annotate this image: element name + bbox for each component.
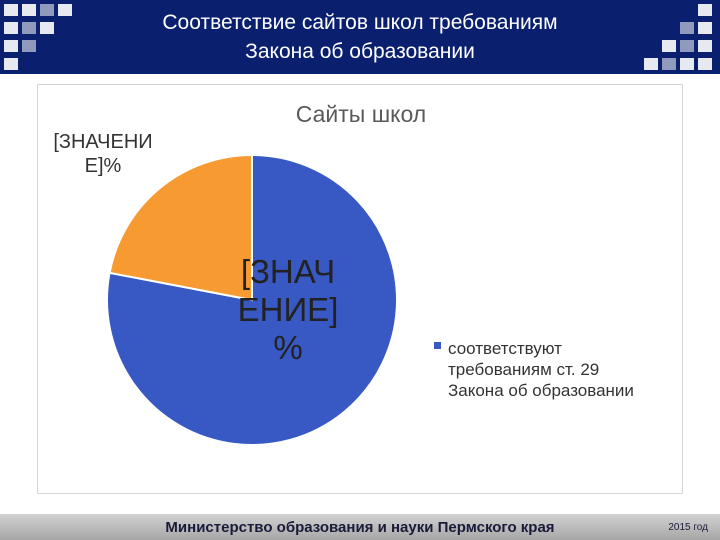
header-decor-square <box>22 4 36 16</box>
header-decor-square <box>698 58 712 70</box>
data-label-blue-line3: % <box>273 329 303 366</box>
header-decor-square <box>22 22 36 34</box>
header-decor-square <box>644 58 658 70</box>
slide-title: Соответствие сайтов школ требованиям Зак… <box>100 8 620 66</box>
data-label-orange-line1: [ЗНАЧЕНИ <box>53 131 153 153</box>
pie-slice-orange <box>108 153 253 302</box>
header-decor-square <box>662 58 676 70</box>
chart-title: Сайты школ <box>295 101 427 127</box>
header-decor-square <box>4 58 18 70</box>
slide-title-line2: Закона об образовании <box>245 40 475 63</box>
header-decor-square <box>22 40 36 52</box>
header-decor-square <box>698 22 712 34</box>
pie-chart <box>106 153 398 446</box>
header-decor-square <box>698 40 712 52</box>
header-decor-square <box>40 22 54 34</box>
legend-entry: соответствуют требованиям ст. 29 Закона … <box>448 339 634 400</box>
header-decor-square <box>4 22 18 34</box>
header-decor-square <box>680 58 694 70</box>
chart-frame: Сайты школ [ЗНАЧЕНИ Е]% [ЗНАЧ ЕНИЕ] % со… <box>37 84 683 494</box>
header-decor-square <box>40 4 54 16</box>
data-label-orange: [ЗНАЧЕНИ Е]% <box>38 130 168 178</box>
header-decor-square <box>680 22 694 34</box>
data-label-orange-line2: Е]% <box>84 155 122 177</box>
slide-title-line1: Соответствие сайтов школ требованиям <box>162 11 558 34</box>
footer-ministry: Министерство образования и науки Пермско… <box>165 519 555 536</box>
header-decor-square <box>662 40 676 52</box>
footer-year: 2015 год <box>668 522 708 533</box>
header-decor-square <box>698 4 712 16</box>
header-decor-square <box>680 40 694 52</box>
data-label-blue: [ЗНАЧ ЕНИЕ] % <box>218 253 358 367</box>
data-label-blue-line2: ЕНИЕ] <box>237 291 339 328</box>
header-decor-square <box>4 40 18 52</box>
footer-bar: Министерство образования и науки Пермско… <box>0 514 720 540</box>
legend-swatch-blue <box>434 342 441 349</box>
header-decor-square <box>4 4 18 16</box>
header-decor-square <box>58 4 72 16</box>
header-banner: Соответствие сайтов школ требованиям Зак… <box>0 0 720 74</box>
data-label-blue-line1: [ЗНАЧ <box>240 253 336 290</box>
